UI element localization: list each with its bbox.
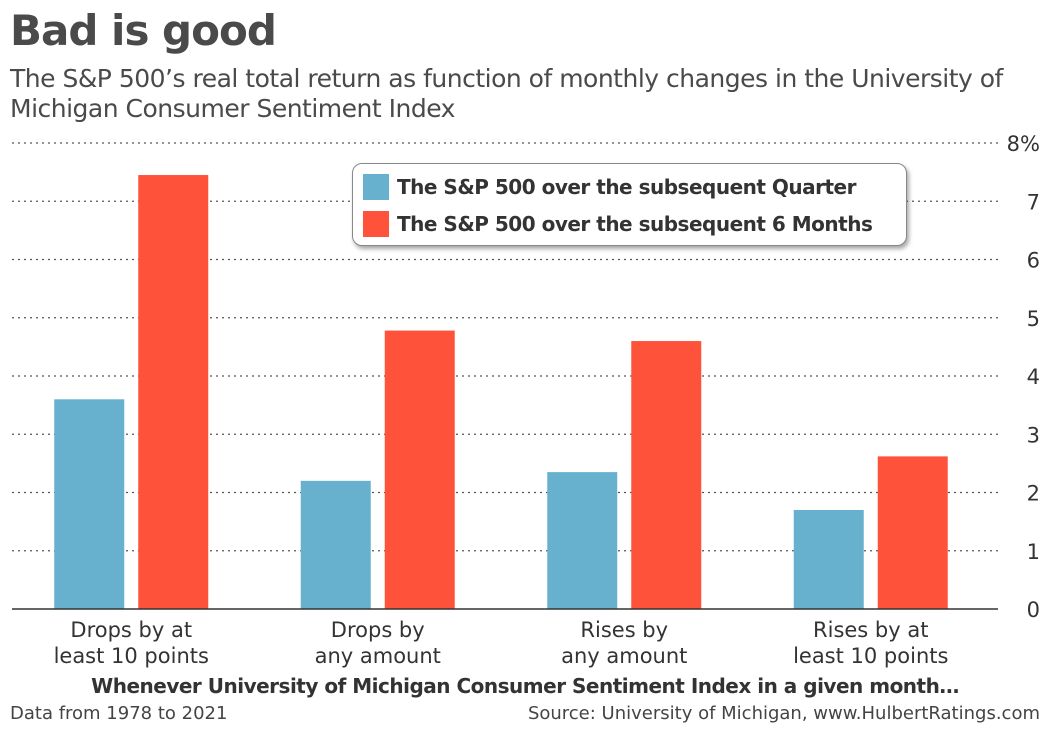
category-label: Drops by — [331, 618, 425, 642]
bar-quarter — [54, 399, 125, 609]
y-tick-label: 1 — [1027, 540, 1040, 564]
y-tick-label: 8% — [1007, 132, 1040, 156]
legend-item-quarter: The S&P 500 over the subsequent Quarter — [363, 172, 856, 202]
category-label: Rises by at — [813, 618, 928, 642]
y-tick-label: 2 — [1027, 482, 1040, 506]
y-tick-label: 0 — [1027, 598, 1040, 622]
y-tick-label: 5 — [1027, 307, 1040, 331]
bar-6-months — [138, 175, 209, 609]
legend: The S&P 500 over the subsequent Quarter … — [352, 163, 907, 246]
x-axis-title: Whenever University of Michigan Consumer… — [91, 674, 959, 698]
bar-quarter — [300, 480, 371, 609]
bar-quarter — [793, 509, 864, 609]
category-label: least 10 points — [793, 644, 948, 668]
bar-6-months — [384, 330, 455, 609]
category-label: Drops by at — [70, 618, 192, 642]
category-label: least 10 points — [54, 644, 209, 668]
legend-swatch-quarter — [363, 174, 389, 200]
source-note: Source: University of Michigan, www.Hulb… — [527, 703, 1040, 724]
data-range-note: Data from 1978 to 2021 — [10, 703, 228, 724]
legend-swatch-6-months — [363, 211, 389, 237]
chart-title: Bad is good — [10, 6, 277, 55]
bar-6-months — [631, 341, 702, 609]
category-label: Rises by — [580, 618, 668, 642]
y-tick-label: 3 — [1027, 423, 1040, 447]
category-label: any amount — [315, 644, 441, 668]
chart-subtitle: The S&P 500’s real total return as funct… — [10, 64, 1003, 123]
legend-item-6-months: The S&P 500 over the subsequent 6 Months — [363, 209, 873, 239]
bar-quarter — [547, 472, 618, 609]
y-tick-label: 6 — [1027, 249, 1040, 273]
y-tick-label: 4 — [1027, 365, 1040, 389]
category-label: any amount — [561, 644, 687, 668]
legend-label-6-months: The S&P 500 over the subsequent 6 Months — [397, 212, 873, 236]
legend-label-quarter: The S&P 500 over the subsequent Quarter — [397, 175, 856, 199]
y-tick-label: 7 — [1027, 190, 1040, 214]
bar-6-months — [877, 456, 948, 609]
